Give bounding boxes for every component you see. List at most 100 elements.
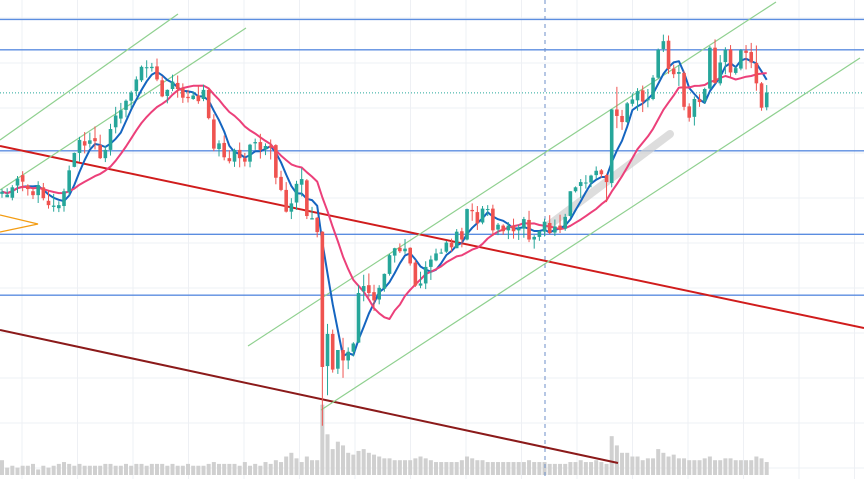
candle-up[interactable]	[150, 66, 154, 69]
candle-down[interactable]	[666, 40, 671, 69]
candle-up[interactable]	[625, 103, 630, 123]
candle-up[interactable]	[708, 47, 712, 89]
candle-down[interactable]	[511, 226, 516, 232]
candle-down[interactable]	[227, 158, 232, 162]
candle-down[interactable]	[93, 138, 97, 142]
candle-down[interactable]	[20, 175, 25, 182]
candle-up[interactable]	[351, 343, 356, 352]
candle-up[interactable]	[108, 129, 113, 150]
candle-up[interactable]	[253, 142, 257, 144]
candle-up[interactable]	[387, 255, 392, 274]
candle-down[interactable]	[615, 109, 619, 116]
candle-down[interactable]	[491, 208, 495, 231]
candle-down[interactable]	[527, 219, 531, 240]
candle-up[interactable]	[573, 187, 578, 192]
candle-up[interactable]	[191, 95, 195, 100]
candle-up[interactable]	[630, 99, 635, 104]
candle-down[interactable]	[268, 145, 273, 148]
candle-down[interactable]	[222, 142, 226, 158]
candle-up[interactable]	[5, 194, 9, 198]
channel-lower-line-left[interactable]	[0, 27, 247, 191]
candle-up[interactable]	[119, 110, 123, 119]
channel-lower-line-right[interactable]	[320, 57, 861, 411]
candle-down[interactable]	[98, 145, 102, 159]
candle-down[interactable]	[26, 185, 30, 190]
candle-up[interactable]	[651, 77, 655, 100]
candle-up[interactable]	[113, 115, 118, 128]
candle-up[interactable]	[15, 178, 20, 186]
candle-down[interactable]	[175, 82, 180, 89]
channel-upper-line-left[interactable]	[0, 13, 179, 141]
candle-up[interactable]	[439, 252, 443, 254]
candle-down[interactable]	[547, 222, 552, 233]
candle-up[interactable]	[51, 205, 56, 207]
candle-down[interactable]	[186, 96, 190, 99]
candle-down[interactable]	[687, 106, 692, 118]
candle-down[interactable]	[46, 200, 51, 206]
candle-up[interactable]	[661, 41, 666, 49]
candle-down[interactable]	[305, 180, 309, 217]
candle-up[interactable]	[361, 286, 366, 292]
candle-down[interactable]	[449, 242, 454, 248]
candle-up[interactable]	[62, 191, 66, 207]
candle-down[interactable]	[41, 187, 46, 199]
candle-up[interactable]	[10, 187, 15, 198]
candle-up[interactable]	[248, 144, 252, 162]
candle-up[interactable]	[584, 182, 588, 184]
candle-down[interactable]	[237, 149, 242, 159]
candle-up[interactable]	[418, 283, 423, 286]
candle-down[interactable]	[744, 50, 748, 53]
candle-up[interactable]	[609, 109, 614, 183]
candle-up[interactable]	[217, 143, 221, 150]
candle-down[interactable]	[258, 142, 263, 150]
candle-up[interactable]	[392, 248, 397, 256]
dark-red-trend-line[interactable]	[0, 329, 619, 464]
candle-up[interactable]	[170, 81, 175, 89]
candle-up[interactable]	[57, 205, 61, 209]
candle-up[interactable]	[692, 99, 697, 117]
candle-up[interactable]	[578, 182, 583, 187]
candle-up[interactable]	[0, 191, 4, 194]
candle-down[interactable]	[330, 333, 335, 370]
candle-up[interactable]	[423, 266, 428, 284]
candle-down[interactable]	[196, 95, 201, 102]
candle-down[interactable]	[274, 145, 278, 178]
candle-down[interactable]	[728, 49, 733, 73]
candle-up[interactable]	[465, 209, 469, 240]
candle-down[interactable]	[754, 62, 759, 84]
candle-down[interactable]	[181, 88, 185, 98]
candle-down[interactable]	[243, 158, 247, 162]
candle-down[interactable]	[372, 292, 376, 301]
candle-up[interactable]	[542, 221, 547, 232]
candle-down[interactable]	[671, 68, 676, 75]
candle-up[interactable]	[310, 218, 314, 220]
candle-down[interactable]	[759, 83, 764, 108]
candle-up[interactable]	[294, 183, 299, 203]
candle-down[interactable]	[475, 212, 480, 224]
candle-up[interactable]	[589, 175, 593, 183]
candle-up[interactable]	[553, 226, 557, 233]
candle-down[interactable]	[31, 191, 35, 196]
candle-down[interactable]	[398, 247, 402, 252]
candle-up[interactable]	[723, 49, 728, 63]
candle-up[interactable]	[454, 231, 459, 249]
candle-up[interactable]	[67, 170, 71, 193]
candle-up[interactable]	[764, 92, 769, 108]
candle-down[interactable]	[408, 247, 412, 264]
candle-down[interactable]	[604, 175, 609, 183]
candle-up[interactable]	[124, 100, 128, 110]
candle-down[interactable]	[320, 231, 325, 367]
candle-up[interactable]	[739, 50, 743, 69]
candle-down[interactable]	[713, 47, 717, 83]
candle-up[interactable]	[568, 191, 573, 217]
candles[interactable]	[0, 34, 769, 426]
candle-up[interactable]	[444, 242, 449, 252]
candle-up[interactable]	[377, 287, 381, 300]
candle-down[interactable]	[279, 176, 283, 190]
candle-up[interactable]	[403, 248, 407, 252]
candle-up[interactable]	[165, 89, 170, 96]
candle-down[interactable]	[284, 189, 288, 212]
candle-up[interactable]	[656, 49, 661, 78]
candle-up[interactable]	[232, 149, 237, 162]
candle-up[interactable]	[480, 208, 485, 223]
